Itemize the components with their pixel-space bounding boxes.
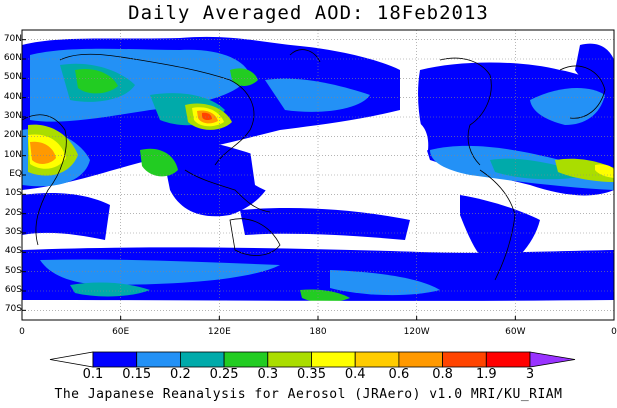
map-title: Daily Averaged AOD: 18Feb2013 xyxy=(128,2,489,24)
colorbar-swatch xyxy=(136,351,181,368)
longitude-label: 0 xyxy=(19,327,25,337)
colorbar-label: 0.35 xyxy=(297,367,326,382)
colorbar-swatch xyxy=(267,351,312,368)
colorbar-swatch xyxy=(354,351,400,368)
latitude-label: 60S xyxy=(4,285,22,295)
latitude-label: 20S xyxy=(4,207,22,218)
colorbar-swatch xyxy=(442,351,487,368)
latitude-label: 50N xyxy=(3,72,22,83)
latitude-label: 10N xyxy=(3,149,22,160)
aod-level-red xyxy=(202,112,212,121)
latitude-label: 40N xyxy=(3,91,22,102)
latitude-label: 20N xyxy=(3,130,22,141)
latitude-label: 60N xyxy=(3,53,22,63)
colorbar-swatch xyxy=(223,351,269,368)
colorbar-swatch xyxy=(92,351,138,368)
colorbar-label: 0.4 xyxy=(344,367,366,382)
graticule xyxy=(22,30,614,320)
colorbar-label: 3 xyxy=(525,367,535,382)
longitude-label: 120W xyxy=(403,327,430,337)
colorbar xyxy=(49,351,576,368)
colorbar-label: 0.2 xyxy=(170,367,191,382)
latitude-label: 30S xyxy=(4,227,22,237)
latitude-label: 50S xyxy=(4,265,22,276)
colorbar-label: 0.6 xyxy=(388,367,410,382)
colorbar-swatch xyxy=(398,351,443,368)
longitude-label: 60E xyxy=(112,327,130,337)
colorbar-label: 0.25 xyxy=(209,367,239,382)
credit-line: The Japanese Reanalysis for Aerosol (JRA… xyxy=(54,387,563,402)
colorbar-label: 0.3 xyxy=(257,367,279,382)
colorbar-low-triangle xyxy=(49,351,94,368)
coastlines xyxy=(22,49,606,281)
longitude-label: 180 xyxy=(309,327,327,337)
colorbar-label: 0.1 xyxy=(82,367,104,382)
longitude-label: 60W xyxy=(505,327,526,337)
longitude-label: 0 xyxy=(611,327,617,337)
latitude-label: EQ xyxy=(9,169,22,179)
aod-level-green xyxy=(75,68,350,303)
colorbar-label: 0.15 xyxy=(122,367,152,382)
longitude-label: 120E xyxy=(207,327,231,337)
latitude-label: 30N xyxy=(3,111,22,121)
axis-ticks xyxy=(21,39,615,320)
colorbar-swatch xyxy=(485,351,531,368)
latitude-label: 70S xyxy=(4,304,22,315)
aod-field xyxy=(22,36,614,320)
colorbar-high-triangle xyxy=(529,351,576,368)
colorbar-label: 0.8 xyxy=(432,367,453,382)
latitude-label: 10S xyxy=(4,188,22,199)
latitude-label: 70N xyxy=(3,33,22,44)
colorbar-swatch xyxy=(179,351,225,368)
colorbar-swatch xyxy=(311,351,356,368)
colorbar-label: 1.9 xyxy=(475,367,497,382)
latitude-label: 40S xyxy=(4,246,22,257)
